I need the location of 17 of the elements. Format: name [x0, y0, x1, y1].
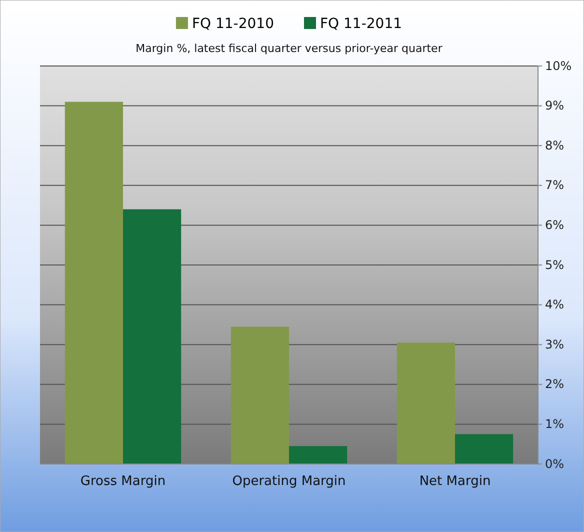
y-tick-label: 2% — [545, 377, 564, 392]
y-tick-label: 9% — [545, 98, 564, 113]
y-tick-label: 1% — [545, 417, 564, 432]
x-tick-label: Net Margin — [419, 474, 491, 490]
y-tick-label: 4% — [545, 298, 564, 312]
y-tick-label: 0% — [545, 456, 564, 471]
y-tick-label: 8% — [545, 138, 564, 152]
y-tick-label: 7% — [545, 178, 564, 192]
legend-label: FQ 11-2010 — [192, 16, 274, 32]
legend-label: FQ 11-2011 — [320, 16, 402, 32]
x-tick-label: Gross Margin — [80, 474, 166, 490]
chart-subtitle: Margin %, latest fiscal quarter versus prior-year quarter — [136, 42, 443, 55]
y-tick-label: 5% — [545, 258, 564, 272]
y-tick-label: 10% — [545, 58, 572, 73]
y-tick-label: 6% — [545, 218, 564, 232]
y-tick-label: 3% — [545, 337, 564, 352]
x-tick-label: Operating Margin — [232, 474, 346, 490]
